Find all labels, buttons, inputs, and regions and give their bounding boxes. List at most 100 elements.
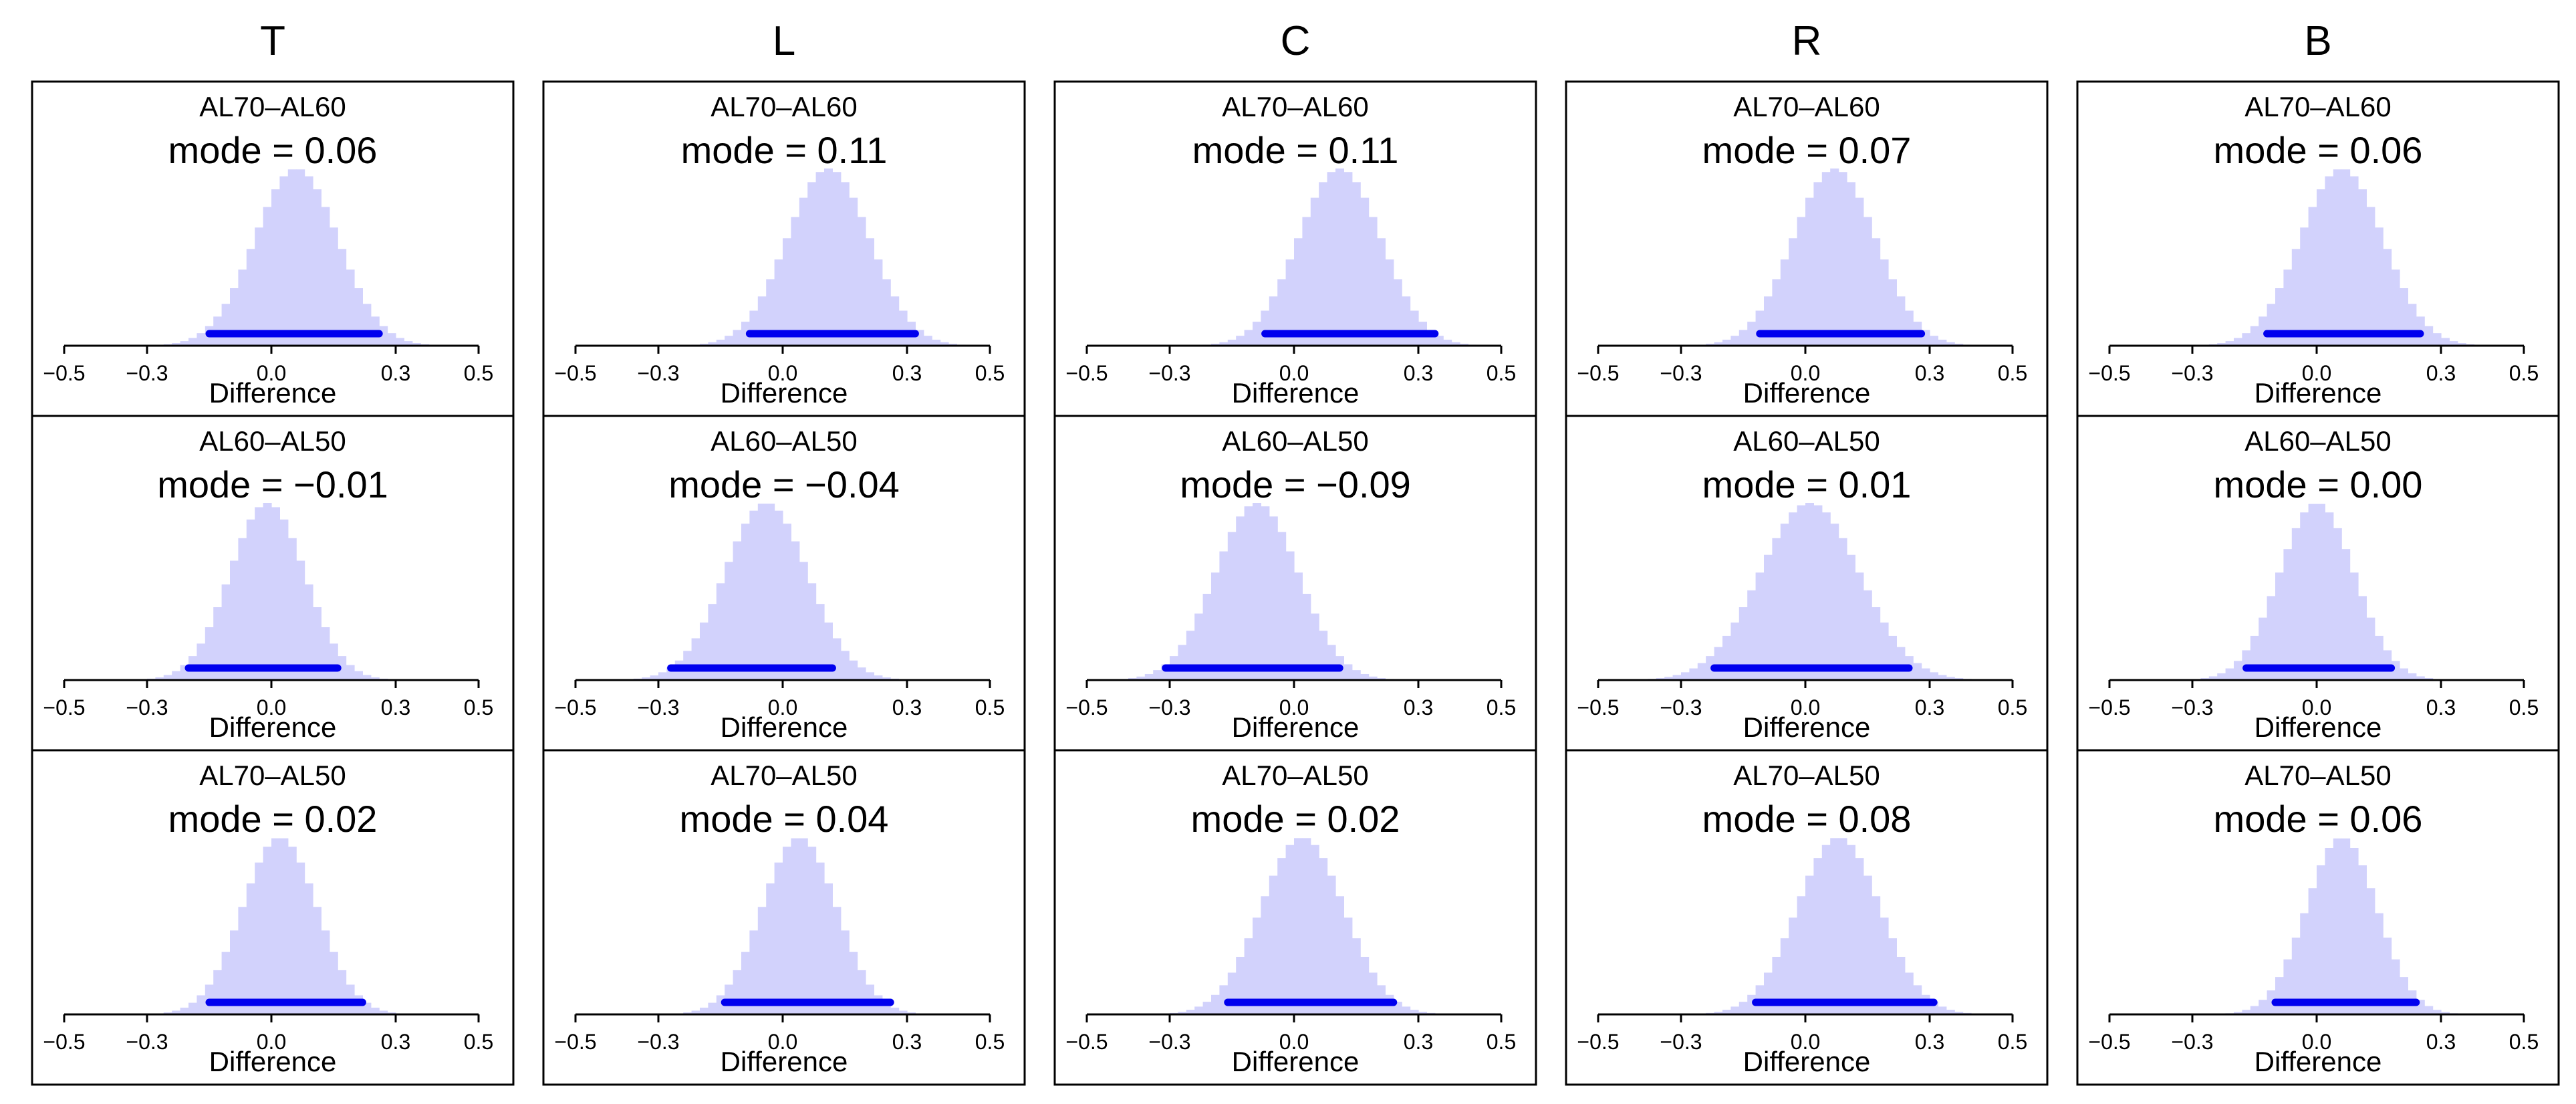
- histogram-bar: [716, 339, 725, 346]
- histogram-bar: [2432, 333, 2442, 346]
- panel-subtitle: AL60–AL50: [2244, 425, 2392, 457]
- histogram-bar: [279, 176, 289, 346]
- histogram-bar: [2308, 504, 2317, 680]
- histogram-bar: [2366, 888, 2375, 1014]
- histogram-bar: [1755, 572, 1765, 680]
- histogram-bar: [2341, 169, 2351, 346]
- histogram-bar: [296, 862, 305, 1014]
- histogram-bar: [1385, 259, 1394, 346]
- histogram-bar: [1219, 551, 1229, 680]
- panel-r-row1: −0.5 −0.3 0.0 0.3 0.5 Difference AL70–AL60 mode…: [1565, 80, 2049, 417]
- histogram-bar: [1227, 972, 1237, 1014]
- x-tick-label: −0.5: [43, 695, 85, 720]
- x-tick-label: 0.3: [1404, 361, 1433, 385]
- x-tick-label: 0.0: [2302, 361, 2331, 385]
- histogram-bar: [1343, 172, 1353, 346]
- histogram-bar: [815, 604, 825, 680]
- histogram-bar: [2408, 304, 2417, 346]
- column-title-l: L: [773, 18, 795, 64]
- histogram-bar: [1847, 182, 1855, 346]
- mode-label: mode = 0.11: [1192, 129, 1399, 171]
- histogram-bar: [725, 336, 734, 346]
- histogram-bar: [1830, 838, 1839, 1014]
- histogram-bar: [766, 279, 775, 346]
- x-axis-label: Difference: [2255, 711, 2382, 743]
- histogram-bar: [387, 333, 396, 346]
- histogram-bar: [2283, 269, 2293, 346]
- histogram-bar: [197, 995, 206, 1014]
- histogram-bar: [1938, 675, 1947, 680]
- histogram-bar: [1202, 594, 1212, 680]
- x-tick-label: −0.5: [1577, 1030, 1619, 1054]
- histogram-bar: [1747, 590, 1757, 680]
- x-tick-label: −0.3: [637, 361, 679, 385]
- x-tick-label: −0.5: [43, 1030, 85, 1054]
- x-axis-label: Difference: [1232, 1046, 1360, 1077]
- histogram-bar: [2308, 207, 2317, 346]
- histogram-bar: [1730, 1006, 1740, 1014]
- histogram-bar: [2300, 227, 2309, 346]
- histogram-bar: [155, 677, 164, 680]
- panel-border: [542, 749, 1026, 1086]
- histogram-bar: [1722, 635, 1731, 680]
- x-tick-label: 0.5: [464, 361, 493, 385]
- histogram-bar: [1319, 631, 1328, 680]
- histogram-bar: [766, 504, 775, 680]
- histogram-bar: [246, 883, 255, 1014]
- histogram-bar: [379, 1010, 388, 1014]
- histogram-bar: [1178, 645, 1187, 680]
- histogram-bar: [321, 930, 330, 1014]
- histogram-bar: [1451, 342, 1460, 346]
- histogram-bar: [807, 847, 817, 1014]
- x-tick-label: 0.3: [381, 695, 410, 720]
- histogram-bar: [1269, 296, 1278, 346]
- histogram-bar: [2259, 316, 2268, 346]
- histogram-bar: [1689, 668, 1698, 680]
- histogram-bar: [370, 677, 380, 680]
- histogram-bar: [733, 970, 742, 1014]
- mode-label: mode = 0.11: [681, 129, 888, 171]
- histogram-bar: [263, 847, 272, 1014]
- histogram-bar: [1302, 838, 1311, 1014]
- histogram-bar: [2217, 343, 2226, 346]
- histogram-bar: [296, 169, 305, 346]
- histogram-bar: [1343, 664, 1353, 680]
- x-axis-label: Difference: [1743, 1046, 1871, 1077]
- histogram-bar: [1327, 172, 1336, 346]
- x-tick-label: 0.5: [464, 695, 493, 720]
- histogram-bar: [1368, 676, 1378, 680]
- histogram-bar: [1360, 673, 1370, 680]
- histogram-bar: [733, 541, 742, 680]
- histogram-bar: [412, 343, 421, 346]
- histogram-bar: [1244, 330, 1253, 346]
- histogram-bar: [2267, 990, 2276, 1014]
- x-tick-label: 0.0: [1791, 1030, 1820, 1054]
- histogram-bar: [874, 259, 883, 346]
- histogram-bar: [1789, 917, 1798, 1014]
- panel-l-row1: −0.5 −0.3 0.0 0.3 0.5 Difference AL70–AL60 mode…: [542, 80, 1026, 417]
- histogram-bar: [2441, 338, 2450, 346]
- mode-label: mode = −0.09: [1180, 463, 1411, 506]
- histogram-bar: [2333, 528, 2342, 680]
- histogram-bar: [1244, 938, 1253, 1014]
- histogram-bar: [1410, 1010, 1419, 1014]
- histogram-bar: [238, 538, 247, 680]
- x-tick-label: 0.5: [1487, 695, 1516, 720]
- x-tick-label: 0.0: [1791, 695, 1820, 720]
- histogram-bar: [1327, 645, 1336, 680]
- histogram-bar: [1722, 1010, 1731, 1014]
- histogram-bar: [2391, 269, 2400, 346]
- x-tick-label: −0.5: [2088, 1030, 2130, 1054]
- histogram-bar: [1261, 310, 1270, 346]
- histogram-bar: [1672, 675, 1682, 680]
- histogram-bar: [1938, 339, 1947, 346]
- histogram-bar: [940, 342, 949, 346]
- x-tick-label: −0.5: [1065, 695, 1108, 720]
- histogram-bar: [2341, 838, 2351, 1014]
- histogram-bar: [1714, 647, 1723, 680]
- histogram-bar: [898, 1010, 908, 1014]
- histogram-bar: [890, 1007, 900, 1014]
- histogram-bar: [188, 1002, 197, 1014]
- histogram-bar: [807, 583, 817, 680]
- histogram-bar: [172, 671, 181, 680]
